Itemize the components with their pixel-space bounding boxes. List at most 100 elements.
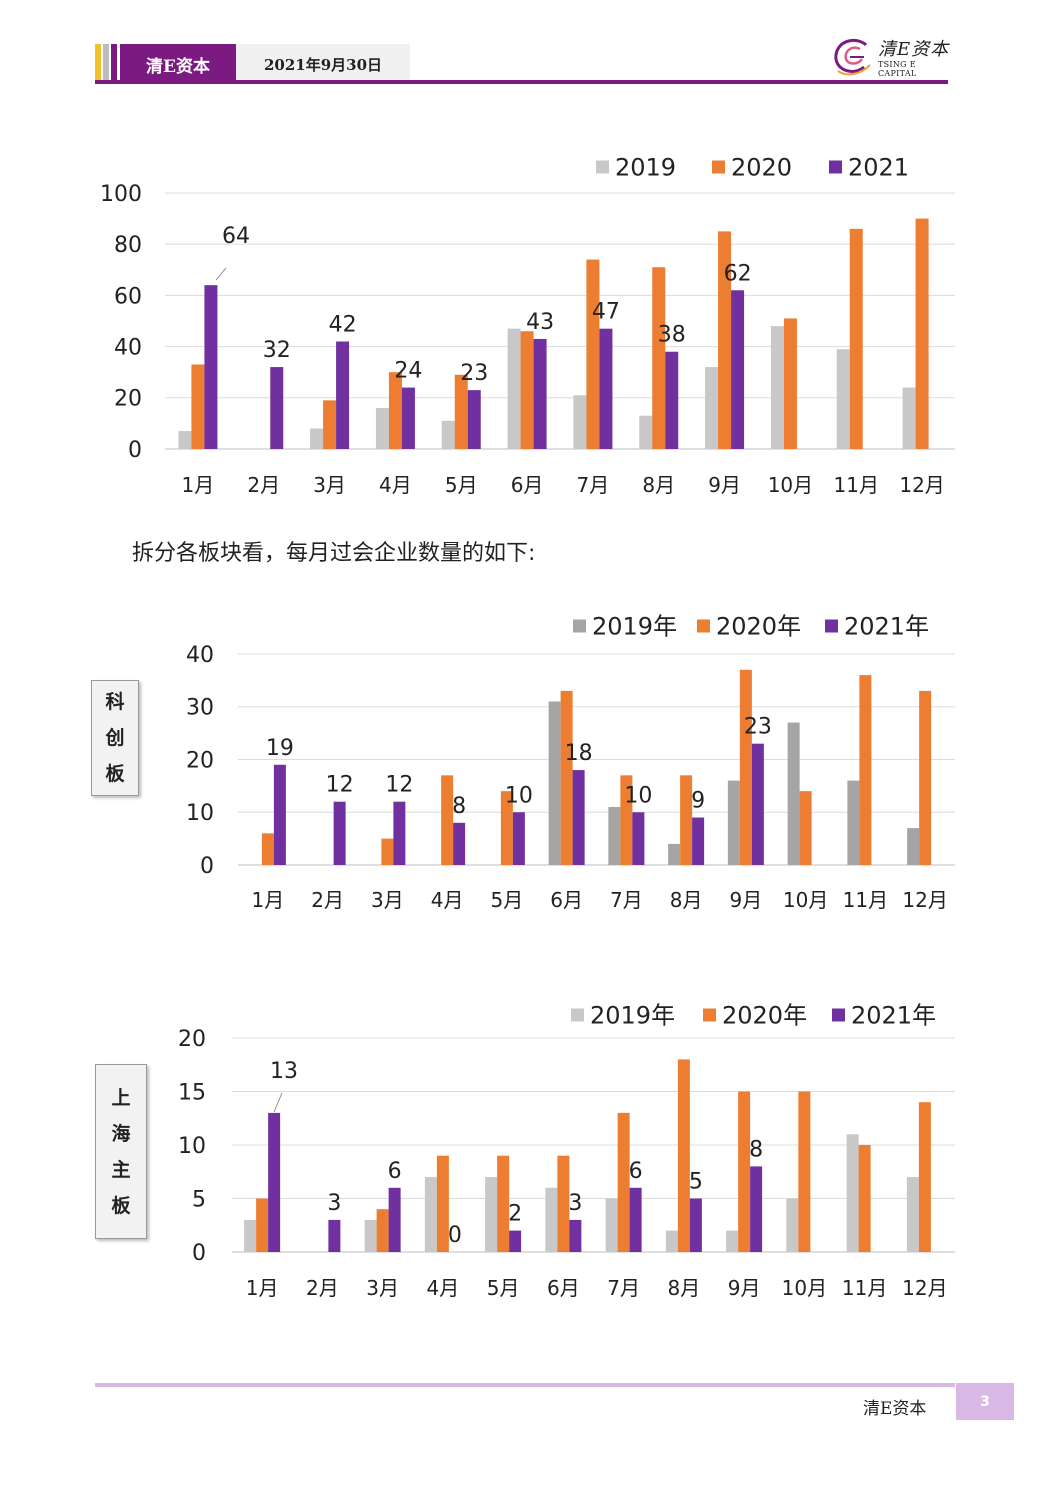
data-label: 38: [658, 323, 686, 348]
x-tick-label: 2月: [306, 1276, 339, 1300]
x-tick-label: 6月: [511, 473, 544, 497]
logo-text-cn: 清E资本: [878, 39, 950, 60]
bar: [569, 1219, 582, 1252]
y-tick-label: 20: [186, 748, 214, 773]
bar: [919, 690, 932, 865]
bar: [268, 1112, 281, 1252]
y-tick-label: 10: [186, 801, 214, 826]
bar: [787, 722, 800, 865]
bar: [705, 367, 719, 449]
bar: [548, 701, 561, 865]
x-tick-label: 3月: [366, 1276, 399, 1300]
x-tick-label: 3月: [371, 888, 404, 912]
board-char: 创: [105, 727, 125, 749]
bar: [364, 1219, 377, 1252]
bar: [454, 374, 468, 449]
bar: [907, 828, 920, 865]
bar: [617, 1112, 630, 1252]
bar: [512, 812, 525, 865]
data-label: 24: [394, 359, 422, 384]
bar: [273, 764, 286, 865]
x-tick-label: 10月: [782, 1276, 827, 1300]
x-tick-label: 4月: [427, 1276, 460, 1300]
bar: [485, 1177, 498, 1252]
board-label-shanghai: 上 海 主 板: [95, 1064, 147, 1239]
y-tick-label: 0: [200, 854, 214, 879]
footer-brand: 清E资本: [863, 1399, 927, 1419]
x-tick-label: 4月: [431, 888, 464, 912]
bar: [750, 1166, 763, 1252]
bar: [328, 1219, 341, 1252]
legend-swatch: [829, 160, 842, 174]
bar: [191, 364, 205, 449]
chart-shanghai: 0 5 10 15 20 13 3 6 0 2 3 6 5 8 1月 2月 3月 4月 5月 6月 7月 8月 9月 10月 1…: [178, 1002, 955, 1300]
bar: [520, 331, 534, 449]
x-tick-label: 7月: [607, 1276, 640, 1300]
x-tick-label: 3月: [313, 473, 346, 497]
bar: [333, 801, 346, 865]
label-leader: [273, 1092, 283, 1113]
bar: [665, 351, 679, 449]
bar: [849, 228, 863, 449]
data-label: 12: [385, 773, 413, 798]
logo-swirl-icon: [834, 38, 871, 76]
data-label: 8: [452, 794, 466, 819]
y-tick-label: 0: [128, 438, 142, 463]
legend-label: 2020: [731, 154, 792, 182]
legend-label: 2021年: [844, 613, 929, 641]
data-label: 5: [689, 1170, 703, 1195]
data-label: 42: [329, 312, 357, 337]
bar: [632, 812, 645, 865]
legend-swatch: [712, 160, 725, 174]
header-brand: 清E资本: [120, 44, 236, 84]
bar: [639, 415, 653, 449]
data-label: 23: [744, 715, 772, 740]
bar: [902, 387, 916, 449]
x-tick-label: 5月: [487, 1276, 520, 1300]
x-tick-label: 11月: [834, 473, 879, 497]
legend-label: 2019: [615, 154, 676, 182]
data-label: 32: [263, 338, 291, 363]
bar: [310, 428, 324, 449]
bar: [665, 1230, 678, 1252]
data-label: 10: [624, 783, 652, 808]
legend-swatch: [703, 1008, 716, 1022]
header-stripe-purple: [111, 44, 117, 84]
bar: [906, 1177, 919, 1252]
x-tick-label: 5月: [491, 888, 524, 912]
bar: [652, 267, 666, 449]
data-label: 18: [565, 741, 593, 766]
bar: [751, 743, 764, 865]
x-tick-label: 2月: [247, 473, 280, 497]
y-tick-label: 10: [178, 1134, 206, 1159]
board-char: 板: [105, 763, 125, 785]
board-char: 上: [111, 1086, 131, 1109]
x-tick-label: 1月: [182, 473, 215, 497]
bar: [560, 690, 573, 865]
data-label: 8: [749, 1137, 763, 1162]
bar: [381, 838, 394, 865]
bar: [436, 1155, 449, 1252]
bar: [545, 1187, 558, 1252]
bar: [620, 775, 633, 865]
bar: [599, 328, 613, 449]
y-tick-label: 40: [186, 643, 214, 668]
bar: [424, 1177, 437, 1252]
bar: [256, 1198, 269, 1252]
x-tick-label: 10月: [768, 473, 813, 497]
header-stripe-yellow: [95, 44, 101, 84]
bar: [786, 1198, 799, 1252]
x-tick-label: 12月: [902, 888, 947, 912]
x-tick-label: 1月: [252, 888, 285, 912]
bar: [388, 1187, 401, 1252]
y-tick-label: 0: [192, 1241, 206, 1266]
bar: [204, 285, 218, 449]
legend-label: 2021年: [851, 1002, 936, 1030]
x-tick-label: 9月: [728, 1276, 761, 1300]
bar: [500, 791, 513, 865]
x-tick-label: 6月: [550, 888, 583, 912]
legend-swatch: [697, 619, 710, 633]
header-date: 2021年9月30日: [236, 44, 410, 84]
bar: [557, 1155, 570, 1252]
chart-kechuang: 0 10 20 30 40 19 12 12 8 10 18 10 9 23 1月 2月 3月 4月 5月 6月 7月 8…: [186, 613, 955, 912]
